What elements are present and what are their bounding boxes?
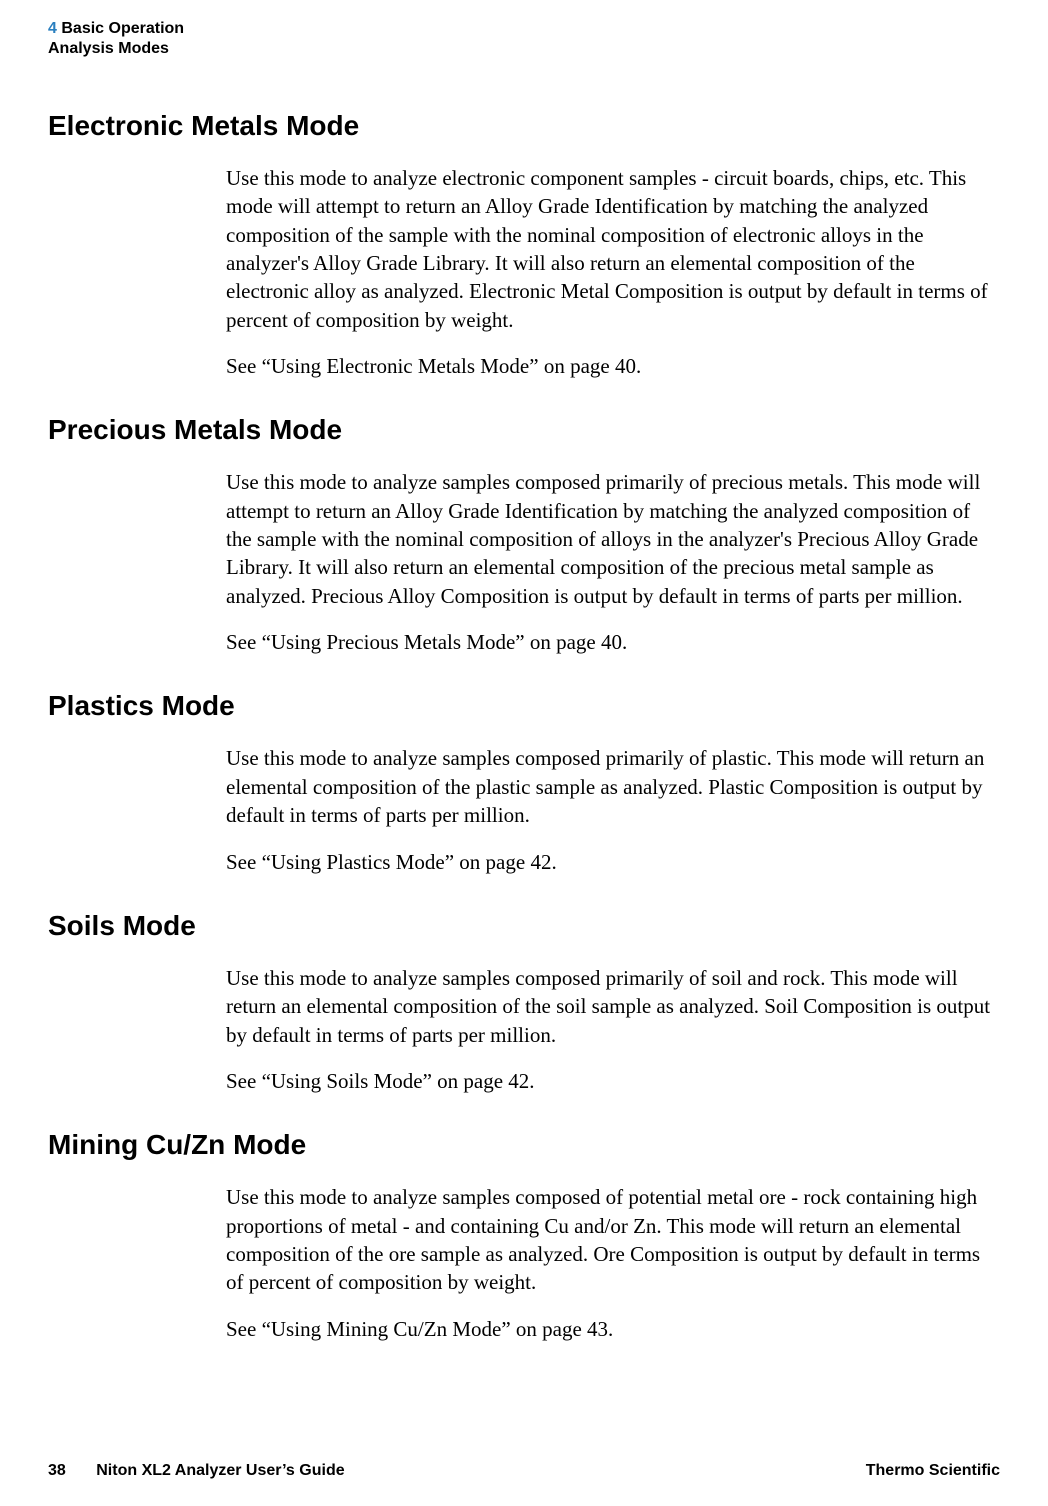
- body-paragraph-xref: See “Using Precious Metals Mode” on page…: [226, 628, 1000, 656]
- body-paragraph-xref: See “Using Plastics Mode” on page 42.: [226, 848, 1000, 876]
- section-body: Use this mode to analyze samples compose…: [226, 964, 1000, 1095]
- section-mining-cuzn: Mining Cu/Zn Mode Use this mode to analy…: [48, 1129, 1000, 1343]
- page-footer: 38 Niton XL2 Analyzer User’s Guide Therm…: [48, 1462, 1000, 1480]
- section-heading: Plastics Mode: [48, 690, 1000, 722]
- body-paragraph: Use this mode to analyze samples compose…: [226, 1183, 1000, 1296]
- body-paragraph-xref: See “Using Mining Cu/Zn Mode” on page 43…: [226, 1315, 1000, 1343]
- page-content: Electronic Metals Mode Use this mode to …: [48, 110, 1000, 1377]
- footer-left: 38 Niton XL2 Analyzer User’s Guide: [48, 1462, 345, 1480]
- section-soils: Soils Mode Use this mode to analyze samp…: [48, 910, 1000, 1095]
- page-header: 4 Basic Operation Analysis Modes: [48, 20, 1000, 58]
- section-heading: Electronic Metals Mode: [48, 110, 1000, 142]
- body-paragraph: Use this mode to analyze electronic comp…: [226, 164, 1000, 334]
- body-paragraph: Use this mode to analyze samples compose…: [226, 744, 1000, 829]
- guide-title: Niton XL2 Analyzer User’s Guide: [96, 1462, 344, 1479]
- section-heading: Precious Metals Mode: [48, 414, 1000, 446]
- footer-right: Thermo Scientific: [866, 1462, 1000, 1480]
- company-name: Thermo Scientific: [866, 1462, 1000, 1479]
- chapter-title: Basic Operation: [61, 20, 184, 37]
- section-heading: Mining Cu/Zn Mode: [48, 1129, 1000, 1161]
- manual-page: 4 Basic Operation Analysis Modes Electro…: [0, 0, 1048, 1506]
- section-body: Use this mode to analyze samples compose…: [226, 468, 1000, 656]
- header-subtitle: Analysis Modes: [48, 40, 1000, 58]
- chapter-number: 4: [48, 20, 57, 37]
- section-electronic-metals: Electronic Metals Mode Use this mode to …: [48, 110, 1000, 380]
- body-paragraph: Use this mode to analyze samples compose…: [226, 468, 1000, 610]
- header-chapter-line: 4 Basic Operation: [48, 20, 1000, 38]
- section-precious-metals: Precious Metals Mode Use this mode to an…: [48, 414, 1000, 656]
- section-body: Use this mode to analyze samples compose…: [226, 744, 1000, 875]
- body-paragraph: Use this mode to analyze samples compose…: [226, 964, 1000, 1049]
- section-body: Use this mode to analyze samples compose…: [226, 1183, 1000, 1343]
- section-heading: Soils Mode: [48, 910, 1000, 942]
- body-paragraph-xref: See “Using Soils Mode” on page 42.: [226, 1067, 1000, 1095]
- body-paragraph-xref: See “Using Electronic Metals Mode” on pa…: [226, 352, 1000, 380]
- section-plastics: Plastics Mode Use this mode to analyze s…: [48, 690, 1000, 875]
- section-body: Use this mode to analyze electronic comp…: [226, 164, 1000, 380]
- page-number: 38: [48, 1462, 66, 1479]
